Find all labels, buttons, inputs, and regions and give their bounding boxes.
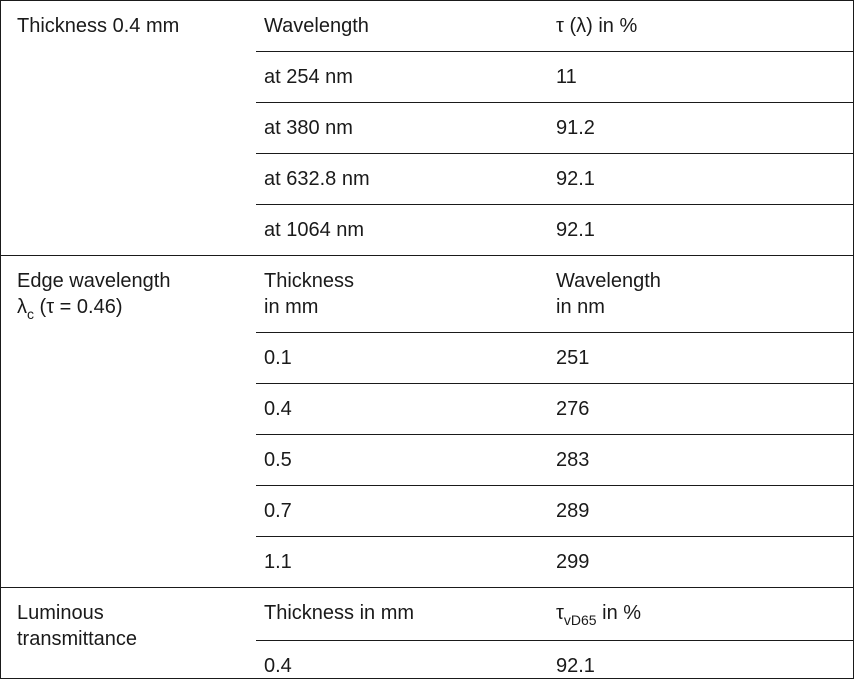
cell: 1.1 [256,537,548,587]
cell: τ (λ) in % [548,1,853,51]
table-row: 0.7 289 [256,486,853,537]
cell: at 254 nm [256,52,548,102]
cell: at 1064 nm [256,205,548,255]
section-label: Thickness 0.4 mm [1,1,256,255]
table-row: at 1064 nm 92.1 [256,205,853,255]
cell: 0.1 [256,333,548,383]
section-luminous-transmittance: Luminoustransmittance Thickness in mm τv… [1,588,853,691]
cell: 251 [548,333,853,383]
section-label: Edge wavelengthλc (τ = 0.46) [1,256,256,587]
cell: Thicknessin mm [256,256,548,332]
cell: 283 [548,435,853,485]
table-row: 0.5 283 [256,435,853,486]
table-row: 0.4 276 [256,384,853,435]
cell: 92.1 [548,154,853,204]
cell: 0.7 [256,486,548,536]
section-rows: Thicknessin mm Wavelengthin nm 0.1 251 0… [256,256,853,587]
section-thickness-04: Thickness 0.4 mm Wavelength τ (λ) in % a… [1,1,853,256]
cell: Wavelength [256,1,548,51]
table-row: Wavelength τ (λ) in % [256,1,853,52]
section-rows: Thickness in mm τvD65 in % 0.4 92.1 [256,588,853,691]
section-label: Luminoustransmittance [1,588,256,691]
optical-properties-table: Thickness 0.4 mm Wavelength τ (λ) in % a… [0,0,854,679]
cell: at 380 nm [256,103,548,153]
table-row: 0.4 92.1 [256,641,853,691]
cell: 92.1 [548,641,853,691]
cell: Thickness in mm [256,588,548,640]
cell: 0.5 [256,435,548,485]
table-row: Thicknessin mm Wavelengthin nm [256,256,853,333]
table-row: 0.1 251 [256,333,853,384]
cell: 0.4 [256,384,548,434]
cell: 0.4 [256,641,548,691]
table-row: at 632.8 nm 92.1 [256,154,853,205]
cell: 299 [548,537,853,587]
section-rows: Wavelength τ (λ) in % at 254 nm 11 at 38… [256,1,853,255]
table-row: at 380 nm 91.2 [256,103,853,154]
table-row: 1.1 299 [256,537,853,587]
cell: Wavelengthin nm [548,256,853,332]
cell: 11 [548,52,853,102]
cell: 276 [548,384,853,434]
cell: 289 [548,486,853,536]
cell: 91.2 [548,103,853,153]
table-row: at 254 nm 11 [256,52,853,103]
cell: 92.1 [548,205,853,255]
cell: at 632.8 nm [256,154,548,204]
section-edge-wavelength: Edge wavelengthλc (τ = 0.46) Thicknessin… [1,256,853,588]
table-row: Thickness in mm τvD65 in % [256,588,853,641]
cell: τvD65 in % [548,588,853,640]
